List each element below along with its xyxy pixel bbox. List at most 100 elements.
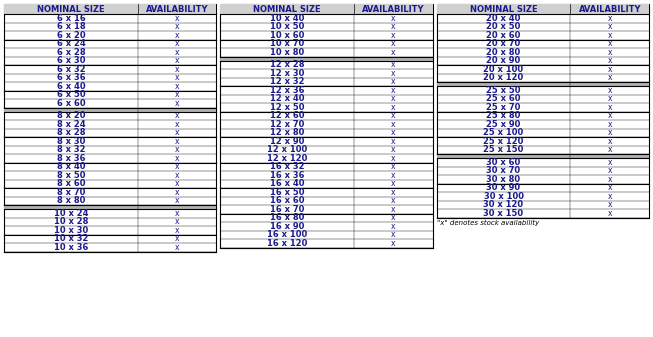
Text: x: x <box>607 111 612 120</box>
Text: x: x <box>175 209 180 218</box>
Text: x: x <box>607 86 612 95</box>
Text: 8 x 32: 8 x 32 <box>57 145 85 154</box>
Bar <box>220 4 433 14</box>
Text: "x" denotes stock availability: "x" denotes stock availability <box>437 219 539 225</box>
Text: 6 x 16: 6 x 16 <box>57 14 86 23</box>
Bar <box>437 4 649 217</box>
Text: 30 x 120: 30 x 120 <box>483 200 524 209</box>
Text: 10 x 80: 10 x 80 <box>270 48 304 57</box>
Text: x: x <box>607 48 612 57</box>
Text: x: x <box>175 128 180 137</box>
Text: x: x <box>175 234 180 243</box>
Text: 25 x 150: 25 x 150 <box>483 145 524 154</box>
Text: 12 x 100: 12 x 100 <box>267 145 308 154</box>
Text: 6 x 30: 6 x 30 <box>57 56 85 65</box>
Text: x: x <box>391 230 396 239</box>
Text: 8 x 50: 8 x 50 <box>57 171 85 180</box>
Text: x: x <box>175 82 180 91</box>
Text: 10 x 40: 10 x 40 <box>270 14 304 23</box>
Text: 8 x 80: 8 x 80 <box>57 196 85 205</box>
Text: x: x <box>391 69 396 78</box>
Text: x: x <box>607 158 612 167</box>
Text: x: x <box>175 137 180 146</box>
Text: 6 x 60: 6 x 60 <box>57 99 85 108</box>
Text: 20 x 90: 20 x 90 <box>486 56 520 65</box>
Text: x: x <box>175 22 180 31</box>
Text: x: x <box>607 65 612 74</box>
Text: 10 x 28: 10 x 28 <box>54 217 88 226</box>
Text: x: x <box>607 137 612 146</box>
Text: 8 x 30: 8 x 30 <box>57 137 85 146</box>
Text: 6 x 32: 6 x 32 <box>57 65 85 74</box>
Text: 25 x 70: 25 x 70 <box>486 103 520 112</box>
Text: x: x <box>175 120 180 129</box>
Text: x: x <box>175 73 180 82</box>
Text: 10 x 24: 10 x 24 <box>54 209 88 218</box>
Text: x: x <box>391 162 396 171</box>
Bar <box>4 108 216 112</box>
Text: x: x <box>391 48 396 57</box>
Text: x: x <box>391 14 396 23</box>
Text: x: x <box>391 222 396 231</box>
Text: x: x <box>607 14 612 23</box>
Text: 10 x 50: 10 x 50 <box>270 22 304 31</box>
Text: 12 x 36: 12 x 36 <box>270 86 304 95</box>
Text: x: x <box>391 120 396 129</box>
Text: 6 x 40: 6 x 40 <box>57 82 85 91</box>
Text: 6 x 24: 6 x 24 <box>57 39 86 48</box>
Text: 16 x 80: 16 x 80 <box>270 213 304 222</box>
Text: 12 x 80: 12 x 80 <box>270 128 304 137</box>
Text: x: x <box>391 39 396 48</box>
Text: 12 x 90: 12 x 90 <box>270 137 304 146</box>
Text: 16 x 36: 16 x 36 <box>270 171 304 180</box>
Text: 10 x 60: 10 x 60 <box>270 31 304 40</box>
Text: 25 x 90: 25 x 90 <box>486 120 520 129</box>
Bar <box>4 4 216 14</box>
Text: 8 x 24: 8 x 24 <box>57 120 85 129</box>
Text: x: x <box>391 154 396 163</box>
Text: 16 x 70: 16 x 70 <box>270 205 304 214</box>
Text: 20 x 40: 20 x 40 <box>486 14 520 23</box>
Text: 12 x 120: 12 x 120 <box>267 154 308 163</box>
Text: 20 x 60: 20 x 60 <box>486 31 520 40</box>
Text: 16 x 90: 16 x 90 <box>270 222 304 231</box>
Text: 12 x 50: 12 x 50 <box>270 103 304 112</box>
Text: 8 x 60: 8 x 60 <box>57 179 85 188</box>
Text: x: x <box>175 243 180 252</box>
Text: x: x <box>175 99 180 108</box>
Text: x: x <box>175 111 180 120</box>
Bar <box>220 4 433 247</box>
Bar <box>437 4 649 14</box>
Text: x: x <box>391 103 396 112</box>
Text: 20 x 120: 20 x 120 <box>483 73 524 82</box>
Text: 20 x 100: 20 x 100 <box>483 65 524 74</box>
Text: NOMINAL SIZE: NOMINAL SIZE <box>37 4 104 13</box>
Text: AVAILABILITY: AVAILABILITY <box>579 4 641 13</box>
Text: 8 x 70: 8 x 70 <box>57 188 85 197</box>
Text: 25 x 100: 25 x 100 <box>483 128 524 137</box>
Text: 8 x 40: 8 x 40 <box>57 162 85 171</box>
Text: x: x <box>175 14 180 23</box>
Text: x: x <box>607 192 612 201</box>
Text: 30 x 150: 30 x 150 <box>483 209 524 218</box>
Text: 8 x 28: 8 x 28 <box>57 128 85 137</box>
Text: x: x <box>175 48 180 57</box>
Text: x: x <box>391 213 396 222</box>
Text: x: x <box>607 103 612 112</box>
Text: 6 x 28: 6 x 28 <box>57 48 85 57</box>
Text: 12 x 60: 12 x 60 <box>270 111 304 120</box>
Text: x: x <box>175 196 180 205</box>
Text: 20 x 80: 20 x 80 <box>486 48 520 57</box>
Text: NOMINAL SIZE: NOMINAL SIZE <box>470 4 537 13</box>
Text: 30 x 90: 30 x 90 <box>486 183 520 192</box>
Text: x: x <box>391 179 396 188</box>
Text: 8 x 20: 8 x 20 <box>57 111 85 120</box>
Bar <box>437 82 649 86</box>
Text: 16 x 60: 16 x 60 <box>270 196 304 205</box>
Text: NOMINAL SIZE: NOMINAL SIZE <box>253 4 321 13</box>
Text: x: x <box>391 31 396 40</box>
Text: 16 x 120: 16 x 120 <box>267 239 308 248</box>
Text: x: x <box>175 162 180 171</box>
Text: 12 x 40: 12 x 40 <box>270 94 304 103</box>
Bar <box>437 154 649 158</box>
